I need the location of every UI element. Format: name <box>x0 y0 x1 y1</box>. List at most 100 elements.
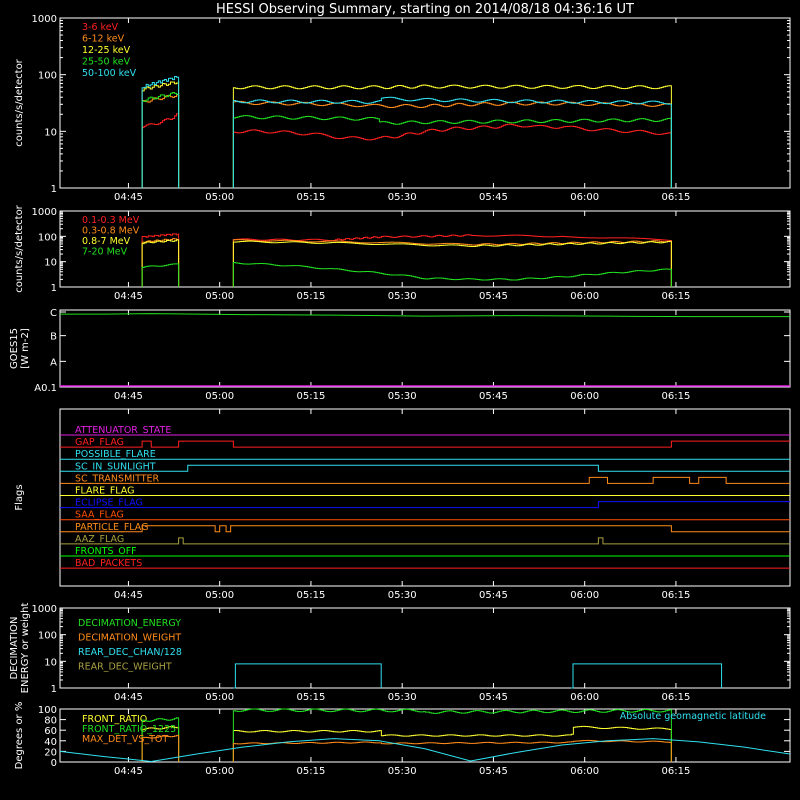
series-line <box>141 717 180 762</box>
x-tick-label: 05:15 <box>297 692 326 703</box>
x-tick-label: 06:00 <box>570 291 599 302</box>
series-line <box>141 263 180 287</box>
x-tick-label: 05:00 <box>205 590 234 601</box>
panel-frame <box>59 210 791 288</box>
x-tick-label: 05:00 <box>205 391 234 402</box>
x-tick-label: 05:15 <box>297 590 326 601</box>
series-line <box>232 96 672 188</box>
y-tick-label: 10 <box>44 258 57 269</box>
y-axis-label: [W m-2] <box>20 328 31 369</box>
x-tick-label: 05:30 <box>388 192 417 203</box>
series-line <box>232 115 672 188</box>
legend-entry: 12-25 keV <box>82 45 131 56</box>
flag-label: GAP_FLAG <box>75 437 124 448</box>
series-line <box>141 233 180 287</box>
panel-flags: 04:45 05:00 05:15 05:30 05:45 06:00 06:15 Flags… <box>14 408 791 601</box>
series-line <box>141 92 180 188</box>
y-tick-label: 1000 <box>32 604 57 615</box>
legend-entry: MAX_DET_VS_TOT <box>82 734 168 745</box>
legend-entry: 50-100 keV <box>82 68 137 79</box>
series-line <box>232 262 672 287</box>
legend-entry: 0.8-7 MeV <box>82 236 131 247</box>
panel-frame <box>59 607 791 689</box>
y-axis-label: Degrees or % <box>14 702 25 770</box>
x-tick-label: 06:00 <box>570 766 599 777</box>
y-tick-label: 1 <box>51 283 57 294</box>
y-axis-label: DECIMATION <box>9 616 20 679</box>
series-line <box>141 726 180 762</box>
x-tick-label: 05:00 <box>205 192 234 203</box>
y-tick-label: 1 <box>51 184 57 195</box>
x-tick-label: 05:45 <box>479 291 508 302</box>
series-line <box>232 240 672 287</box>
x-tick-label: 05:30 <box>388 590 417 601</box>
y-tick-label: 10 <box>44 657 57 668</box>
series-line <box>59 738 791 762</box>
panel-frame <box>59 17 791 189</box>
panel-count_rates: 04:45 05:00 05:15 05:30 05:45 06:00 06:15 1 10 10… <box>14 14 791 203</box>
flag-line <box>60 525 790 533</box>
x-tick-label: 04:45 <box>114 692 143 703</box>
y-tick-label: 80 <box>44 716 57 727</box>
legend-entry: FRONT_RATIO_1225 <box>82 724 176 735</box>
flag-line <box>60 537 790 545</box>
x-tick-label: 04:45 <box>114 192 143 203</box>
series-line <box>141 75 180 188</box>
legend-entry: 6-12 keV <box>82 34 125 45</box>
legend-entry: 3-6 keV <box>82 22 119 33</box>
flag-line <box>60 501 790 509</box>
series-line <box>233 663 382 689</box>
flag-label: FRONTS_OFF <box>75 546 137 557</box>
y-tick-label: 1000 <box>32 14 57 25</box>
flag-label: ATTENUATOR_STATE <box>75 425 171 436</box>
legend-entry: REAR_DEC_WEIGHT <box>78 662 172 673</box>
y-tick-label: 10 <box>44 127 57 138</box>
x-tick-label: 05:00 <box>205 766 234 777</box>
flag-label: SC_IN_SUNLIGHT <box>75 461 156 472</box>
legend-entry: DECIMATION_WEIGHT <box>78 633 181 644</box>
x-tick-label: 06:15 <box>662 590 691 601</box>
flag-line <box>60 464 790 472</box>
series-line <box>232 725 672 762</box>
y-tick-label: 100 <box>38 705 57 716</box>
legend-entry: FRONT_RATIO <box>82 714 147 725</box>
series-line <box>141 113 180 188</box>
y-tick-label: 1000 <box>32 207 57 218</box>
x-tick-label: 05:15 <box>297 291 326 302</box>
flag-label: ECLIPSE_FLAG <box>75 498 143 509</box>
flag-label: SC_TRANSMITTER <box>75 473 160 484</box>
series-line <box>232 123 672 188</box>
x-tick-label: 05:45 <box>479 766 508 777</box>
series-line <box>232 708 672 762</box>
flag-label: BAD_PACKETS <box>75 558 142 569</box>
x-tick-label: 04:45 <box>114 391 143 402</box>
flag-label: PARTICLE_FLAG <box>75 522 148 533</box>
flag-label: POSSIBLE_FLARE <box>75 449 156 460</box>
x-tick-label: 05:00 <box>205 692 234 703</box>
x-tick-label: 05:45 <box>479 391 508 402</box>
x-tick-label: 05:30 <box>388 291 417 302</box>
panel-ratios: 04:45 05:00 05:15 05:30 05:45 06:00 06:15 02040… <box>14 702 791 777</box>
legend-entry: REAR_DEC_CHAN/128 <box>78 647 182 658</box>
x-tick-label: 06:15 <box>662 692 691 703</box>
x-tick-label: 04:45 <box>114 291 143 302</box>
legend-entry: 7-20 MeV <box>82 247 128 258</box>
series-line <box>232 239 672 287</box>
x-tick-label: 04:45 <box>114 590 143 601</box>
y-tick-label: 40 <box>44 737 57 748</box>
x-tick-label: 05:45 <box>479 590 508 601</box>
annotation-label: Absolute geomagnetic latitude <box>620 711 766 722</box>
series-line <box>232 84 672 188</box>
x-tick-label: 06:15 <box>662 391 691 402</box>
panel-frame <box>59 309 791 388</box>
y-tick-label: 0 <box>51 758 57 769</box>
x-tick-label: 05:15 <box>297 192 326 203</box>
series-line <box>141 80 180 188</box>
x-tick-label: 04:45 <box>114 766 143 777</box>
x-tick-label: 05:45 <box>479 692 508 703</box>
x-tick-label: 06:15 <box>662 291 691 302</box>
y-tick-label: 100 <box>38 232 57 243</box>
panel-frame <box>59 408 791 587</box>
y-axis-label: ENERGY or weight <box>20 603 31 694</box>
legend-entry: DECIMATION_ENERGY <box>78 618 181 629</box>
